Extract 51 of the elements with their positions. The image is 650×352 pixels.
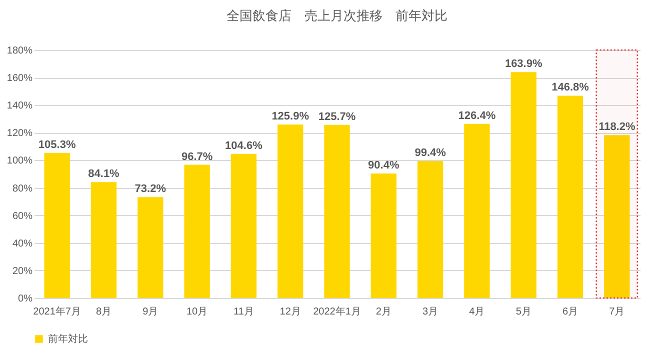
text: 96.7% [181, 150, 213, 163]
y-tick-label: 40% [12, 238, 33, 250]
legend-label: 前年対比 [48, 333, 88, 345]
x-tick-label: 4月 [469, 306, 485, 318]
bar [138, 197, 164, 298]
bar [510, 72, 536, 298]
x-tick-label: 3月 [422, 306, 438, 318]
bar [417, 161, 444, 298]
x-tick-label: 2021年7月 [33, 306, 81, 318]
text: 125.9% [272, 110, 310, 123]
y-tick-label: 80% [12, 183, 33, 194]
text: 118.2% [598, 121, 636, 134]
bar [464, 124, 490, 298]
text: 99.4% [414, 147, 446, 160]
text: 73.2% [134, 183, 166, 196]
x-tick-label: 9月 [142, 306, 158, 318]
x-tick-label: 2月 [376, 306, 392, 318]
y-tick-label: 120% [6, 128, 33, 140]
chart-title: 全国飲食店 売上月次推移 前年対比 [226, 8, 448, 23]
x-tick-label: 5月 [516, 306, 532, 318]
bar [604, 135, 630, 298]
x-tick-label: 12月 [280, 306, 301, 318]
y-tick-label: 100% [6, 156, 33, 167]
x-tick-label: 11月 [234, 306, 254, 318]
bar [90, 182, 117, 298]
text: 105.3% [38, 138, 76, 151]
text: 163.9% [504, 58, 542, 70]
x-tick-label: 6月 [562, 306, 578, 318]
bar [278, 124, 304, 298]
bar [184, 164, 210, 298]
y-tick-label: 180% [6, 46, 33, 56]
x-tick-label: 10月 [186, 306, 208, 318]
bar [370, 173, 396, 298]
text: 90.4% [368, 159, 400, 172]
y-tick-label: 140% [6, 100, 33, 112]
x-tick-label: 2022年1月 [313, 306, 361, 318]
x-tick-label: 8月 [96, 306, 112, 318]
text: 126.4% [458, 110, 496, 122]
bar [230, 154, 257, 298]
bar [324, 124, 350, 298]
x-tick-label: 7月 [609, 306, 625, 318]
y-tick-label: 0% [18, 294, 33, 304]
text: 104.6% [225, 140, 262, 152]
text: 146.8% [552, 82, 589, 94]
text: 84.1% [88, 168, 120, 180]
y-tick-label: 160% [6, 73, 33, 84]
bar [44, 152, 70, 298]
text: 125.7% [318, 110, 356, 123]
y-tick-label: 60% [12, 210, 33, 222]
y-tick-label: 20% [12, 266, 33, 277]
bar [557, 96, 584, 298]
